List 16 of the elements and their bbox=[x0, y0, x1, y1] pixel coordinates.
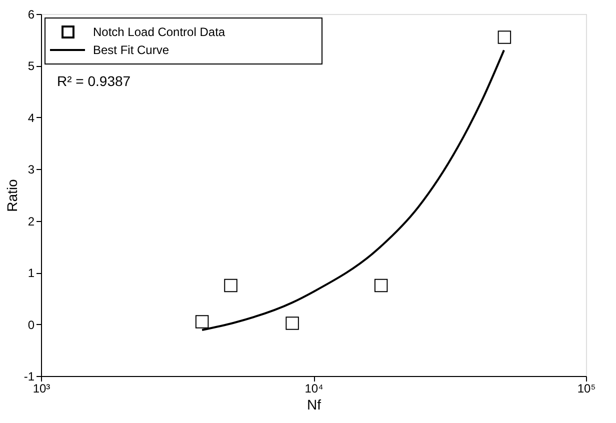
y-axis-title: Ratio bbox=[4, 178, 20, 212]
legend-label: Notch Load Control Data bbox=[93, 25, 226, 39]
y-tick-label: 0 bbox=[28, 318, 35, 332]
y-tick-label: 4 bbox=[28, 110, 35, 125]
x-tick-label: 10³ bbox=[32, 382, 50, 396]
y-tick-label: -1 bbox=[24, 370, 35, 384]
x-tick-label: 10⁴ bbox=[304, 382, 324, 396]
x-axis-title: Nf bbox=[307, 396, 322, 412]
y-tick-label: 3 bbox=[28, 162, 35, 177]
y-tick-label: 5 bbox=[28, 59, 35, 74]
y-tick-label: 6 bbox=[28, 8, 35, 22]
x-tick-label: 10⁵ bbox=[577, 382, 596, 396]
y-tick-label: 1 bbox=[28, 266, 35, 280]
y-tick-label: 2 bbox=[28, 214, 35, 228]
legend-label: Best Fit Curve bbox=[93, 43, 170, 57]
annotation: R² = 0.9387 bbox=[57, 73, 131, 89]
